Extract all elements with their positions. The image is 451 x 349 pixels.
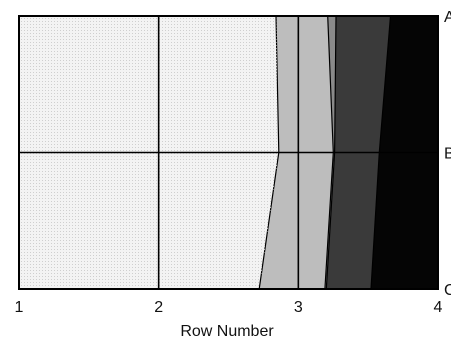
x-tick-label: 1 xyxy=(15,299,24,316)
x-axis-title: Row Number xyxy=(180,323,274,340)
x-tick-label: 4 xyxy=(434,299,443,316)
y-tick-labels: A B C xyxy=(444,9,451,299)
y-tick-label: C xyxy=(444,282,451,299)
x-tick-label: 3 xyxy=(294,299,303,316)
x-tick-labels: 1 2 3 4 xyxy=(15,299,443,316)
x-tick-label: 2 xyxy=(154,299,163,316)
grid-lines xyxy=(19,16,438,289)
y-tick-label: B xyxy=(444,146,451,163)
plot-frame xyxy=(18,15,439,290)
y-tick-label: A xyxy=(444,9,451,26)
